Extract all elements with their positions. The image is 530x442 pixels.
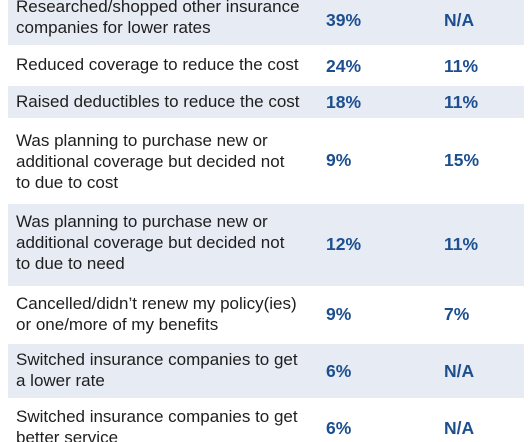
row-label-line: companies for lower rates: [16, 18, 211, 37]
row-label-line: additional coverage but decided not: [16, 152, 285, 171]
row-value-col2: N/A: [444, 418, 475, 438]
row-value-col1: 9%: [326, 150, 352, 170]
row-value-col2: 7%: [444, 304, 470, 324]
row-value-col1: 6%: [326, 361, 352, 381]
row-label-line: Was planning to purchase new or: [16, 212, 268, 231]
row-label-line: Researched/shopped other insurance: [16, 0, 300, 16]
table-row: Switched insurance companies to get bett…: [8, 400, 524, 442]
row-value-col1: 18%: [326, 92, 362, 112]
row-label-line: Cancelled/didn’t renew my policy(ies): [16, 294, 297, 313]
row-label-line: a lower rate: [16, 371, 105, 390]
row-label: Was planning to purchase new or addition…: [16, 130, 308, 193]
row-label-line: Was planning to purchase new or: [16, 131, 268, 150]
row-label-line: to due to need: [16, 254, 125, 273]
row-value-col2: 11%: [444, 92, 479, 112]
row-label-line: Reduced coverage to reduce the cost: [16, 55, 299, 74]
row-value-col2: 11%: [444, 234, 479, 254]
table-row: Researched/shopped other insurance compa…: [8, 0, 524, 45]
row-value-col1: 24%: [326, 56, 362, 76]
row-label-line: better service: [16, 428, 119, 442]
table-row: Raised deductibles to reduce the cost 18…: [8, 86, 524, 118]
row-value-col1: 9%: [326, 304, 352, 324]
row-label: Was planning to purchase new or addition…: [16, 211, 308, 274]
row-value-col1: 12%: [326, 234, 362, 254]
row-label-line: to due to cost: [16, 173, 119, 192]
table-row: Cancelled/didn’t renew my policy(ies) or…: [8, 288, 524, 342]
row-label-line: or one/more of my benefits: [16, 315, 219, 334]
table-row: Was planning to purchase new or addition…: [8, 124, 524, 200]
row-label: Switched insurance companies to get bett…: [16, 406, 308, 442]
row-label-line: additional coverage but decided not: [16, 233, 285, 252]
table-row: Reduced coverage to reduce the cost 24% …: [8, 48, 524, 84]
row-label: Reduced coverage to reduce the cost: [16, 54, 308, 75]
row-label: Researched/shopped other insurance compa…: [16, 0, 308, 38]
row-value-col2: 11%: [444, 56, 479, 76]
row-value-col2: N/A: [444, 10, 475, 30]
table-row: Was planning to purchase new or addition…: [8, 204, 524, 286]
table-row: Switched insurance companies to get a lo…: [8, 344, 524, 398]
row-value-col2: 15%: [444, 150, 480, 170]
row-label-line: Raised deductibles to reduce the cost: [16, 92, 300, 111]
row-label-line: Switched insurance companies to get: [16, 350, 298, 369]
row-label: Cancelled/didn’t renew my policy(ies) or…: [16, 293, 308, 335]
row-value-col1: 39%: [326, 10, 362, 30]
row-value-col2: N/A: [444, 361, 475, 381]
row-label: Switched insurance companies to get a lo…: [16, 349, 308, 391]
row-label: Raised deductibles to reduce the cost: [16, 91, 308, 112]
row-label-line: Switched insurance companies to get: [16, 407, 298, 426]
row-value-col1: 6%: [326, 418, 352, 438]
